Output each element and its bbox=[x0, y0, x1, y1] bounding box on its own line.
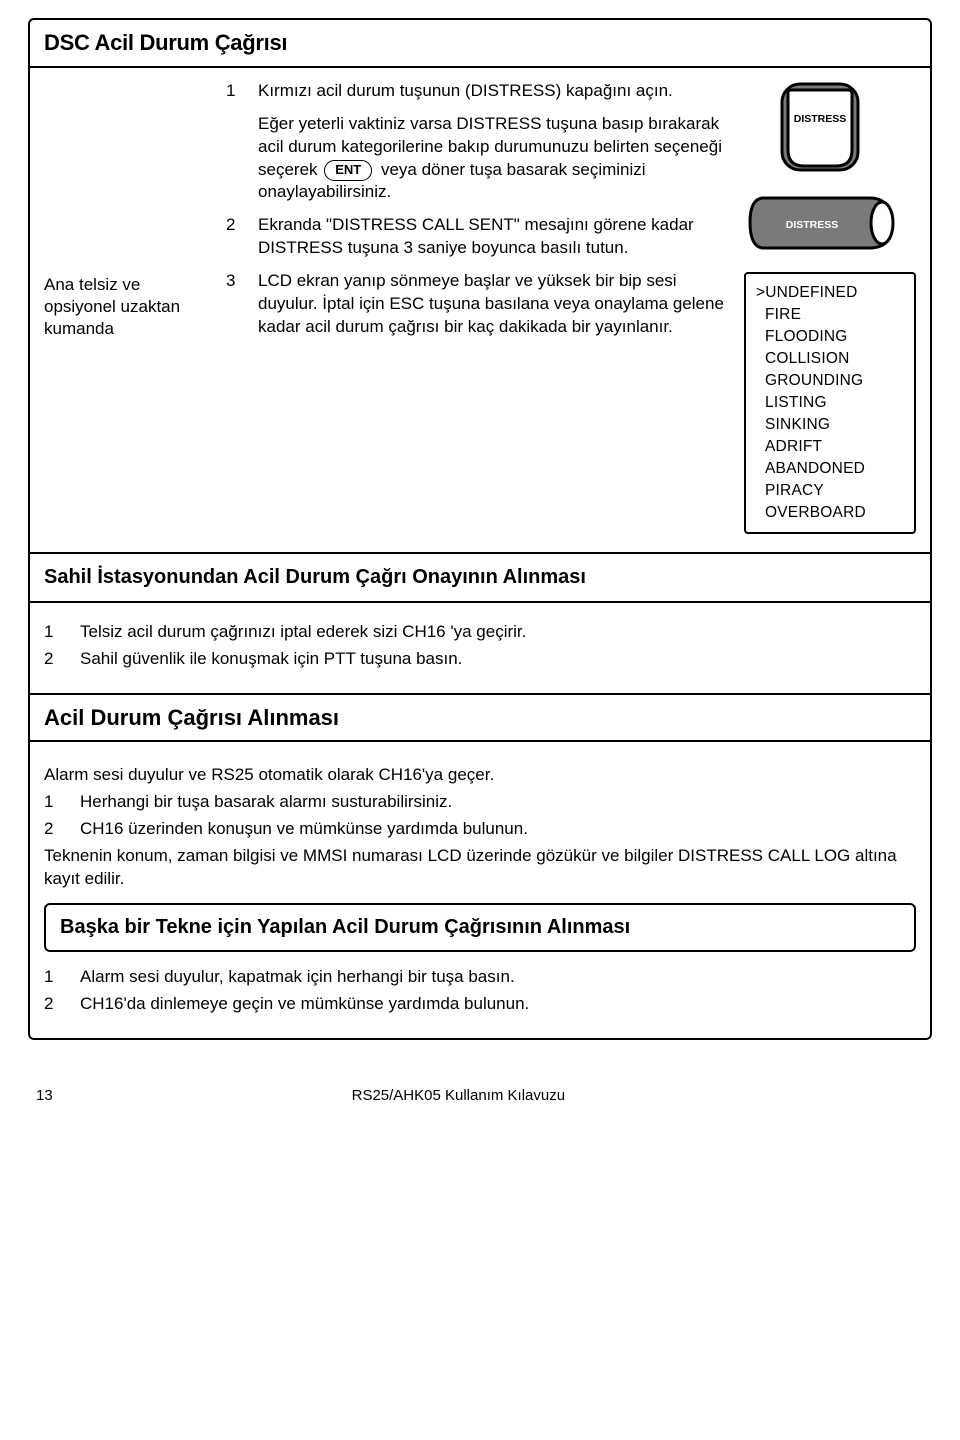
line-number: 2 bbox=[44, 818, 58, 841]
line-number: 2 bbox=[44, 648, 58, 671]
page-number: 13 bbox=[36, 1086, 53, 1106]
step-text: LCD ekran yanıp sönmeye başlar ve yüksek… bbox=[258, 270, 730, 339]
subsection-body-receive: Alarm sesi duyulur ve RS25 otomatik olar… bbox=[30, 742, 930, 1038]
status-row: OVERBOARD bbox=[756, 502, 908, 524]
step-item: 2 Ekranda "DISTRESS CALL SENT" mesajını g… bbox=[226, 214, 730, 260]
step-item: 3 LCD ekran yanıp sönmeye başlar ve yükse… bbox=[226, 270, 730, 339]
line-text: Herhangi bir tuşa basarak alarmı sustura… bbox=[80, 791, 452, 814]
page-footer: 13 RS25/AHK05 Kullanım Kılavuzu bbox=[28, 1052, 932, 1106]
distress-button-side-icon: DISTRESS bbox=[744, 188, 904, 262]
status-row: ABANDONED bbox=[756, 458, 908, 480]
step-number bbox=[226, 113, 240, 205]
numbered-line: 2 CH16'da dinlemeye geçin ve mümkünse yar… bbox=[44, 993, 916, 1016]
numbered-line: 2 Sahil güvenlik ile konuşmak için PTT tu… bbox=[44, 648, 916, 671]
step-number: 3 bbox=[226, 270, 240, 339]
line-number: 1 bbox=[44, 966, 58, 989]
device-label: Ana telsiz ve opsiyonel uzaktan kumanda bbox=[44, 80, 212, 534]
status-row: FLOODING bbox=[756, 326, 908, 348]
steps-list: 1 Kırmızı acil durum tuşunun (DISTRESS) k… bbox=[226, 80, 730, 534]
ent-pill: ENT bbox=[324, 160, 372, 181]
status-row: >UNDEFINED bbox=[756, 282, 908, 304]
status-row: LISTING bbox=[756, 392, 908, 414]
receive-outro: Teknenin konum, zaman bilgisi ve MMSI nu… bbox=[44, 845, 916, 891]
section-dsc-call: DSC Acil Durum Çağrısı Ana telsiz ve ops… bbox=[28, 18, 932, 1040]
line-text: Telsiz acil durum çağrınızı iptal ederek… bbox=[80, 621, 526, 644]
doc-id: RS25/AHK05 Kullanım Kılavuzu bbox=[352, 1086, 565, 1106]
numbered-line: 1 Alarm sesi duyulur, kapatmak için herha… bbox=[44, 966, 916, 989]
line-text: CH16'da dinlemeye geçin ve mümkünse yard… bbox=[80, 993, 529, 1016]
status-row: SINKING bbox=[756, 414, 908, 436]
status-row: ADRIFT bbox=[756, 436, 908, 458]
numbered-line: 2 CH16 üzerinden konuşun ve mümkünse yard… bbox=[44, 818, 916, 841]
device-label-text: Ana telsiz ve opsiyonel uzaktan kumanda bbox=[44, 274, 212, 340]
numbered-line: 1 Telsiz acil durum çağrınızı iptal edere… bbox=[44, 621, 916, 644]
line-number: 2 bbox=[44, 993, 58, 1016]
numbered-line: 1 Herhangi bir tuşa basarak alarmı sustur… bbox=[44, 791, 916, 814]
step-text: Eğer yeterli vaktiniz varsa DISTRESS tuş… bbox=[258, 113, 730, 205]
svg-text:DISTRESS: DISTRESS bbox=[786, 219, 839, 231]
step-text: Kırmızı acil durum tuşunun (DISTRESS) ka… bbox=[258, 80, 730, 103]
status-row: FIRE bbox=[756, 304, 908, 326]
step-number: 1 bbox=[226, 80, 240, 103]
status-row: PIRACY bbox=[756, 480, 908, 502]
distress-button-top-icon: DISTRESS bbox=[744, 80, 894, 178]
status-row: GROUNDING bbox=[756, 370, 908, 392]
line-text: Alarm sesi duyulur, kapatmak için herhan… bbox=[80, 966, 515, 989]
subsection-body-ack: 1 Telsiz acil durum çağrınızı iptal edere… bbox=[30, 601, 930, 693]
line-text: CH16 üzerinden konuşun ve mümkünse yardı… bbox=[80, 818, 528, 841]
receive-intro: Alarm sesi duyulur ve RS25 otomatik olar… bbox=[44, 764, 916, 787]
line-text: Sahil güvenlik ile konuşmak için PTT tuş… bbox=[80, 648, 462, 671]
subsection-title-ack: Sahil İstasyonundan Acil Durum Çağrı Ona… bbox=[30, 554, 930, 601]
main-row: Ana telsiz ve opsiyonel uzaktan kumanda … bbox=[30, 68, 930, 554]
line-number: 1 bbox=[44, 621, 58, 644]
right-diagram-column: DISTRESS DISTRESS >UNDEFINED FIRE FLOODI… bbox=[744, 80, 916, 534]
subsection-title-other-vessel: Başka bir Tekne için Yapılan Acil Durum … bbox=[44, 903, 916, 952]
subsection-title-receive: Acil Durum Çağrısı Alınması bbox=[30, 693, 930, 743]
step-item: Eğer yeterli vaktiniz varsa DISTRESS tuş… bbox=[226, 113, 730, 205]
step-text: Ekranda "DISTRESS CALL SENT" mesajını gö… bbox=[258, 214, 730, 260]
line-number: 1 bbox=[44, 791, 58, 814]
step-item: 1 Kırmızı acil durum tuşunun (DISTRESS) k… bbox=[226, 80, 730, 103]
svg-text:DISTRESS: DISTRESS bbox=[794, 113, 847, 125]
status-row: COLLISION bbox=[756, 348, 908, 370]
status-list-box: >UNDEFINED FIRE FLOODING COLLISION GROUN… bbox=[744, 272, 916, 534]
section-title: DSC Acil Durum Çağrısı bbox=[30, 20, 930, 68]
step-number: 2 bbox=[226, 214, 240, 260]
